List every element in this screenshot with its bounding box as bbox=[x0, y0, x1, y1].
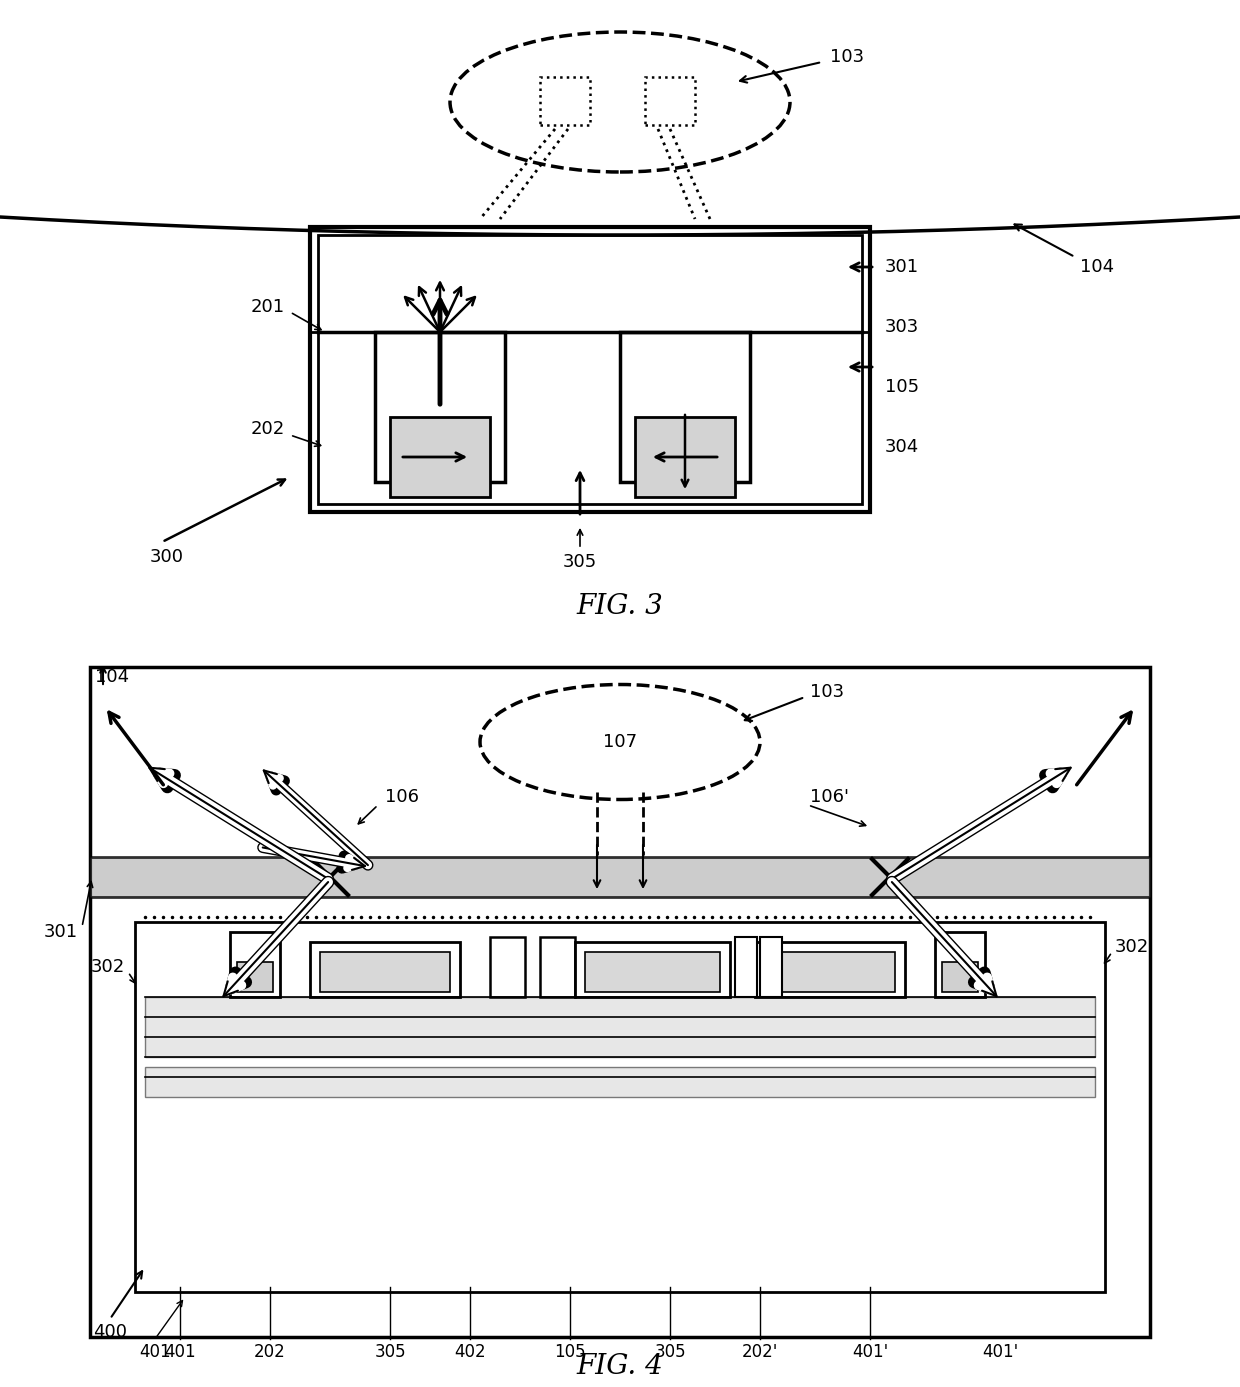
Text: 304: 304 bbox=[885, 438, 919, 456]
Text: 104: 104 bbox=[1080, 258, 1114, 276]
Text: 105: 105 bbox=[554, 1343, 585, 1361]
Text: 401': 401' bbox=[852, 1343, 888, 1361]
Polygon shape bbox=[391, 417, 490, 497]
Text: 202: 202 bbox=[250, 420, 285, 438]
Text: 106: 106 bbox=[384, 788, 419, 806]
Text: 401: 401 bbox=[139, 1343, 171, 1361]
Polygon shape bbox=[320, 951, 450, 992]
Polygon shape bbox=[539, 938, 575, 997]
Text: 305: 305 bbox=[655, 1343, 686, 1361]
Text: 301: 301 bbox=[885, 258, 919, 276]
Text: 106': 106' bbox=[810, 788, 849, 806]
Text: 401: 401 bbox=[164, 1343, 196, 1361]
Polygon shape bbox=[490, 938, 525, 997]
Polygon shape bbox=[91, 857, 1149, 897]
Text: 105: 105 bbox=[885, 379, 919, 397]
Text: 202': 202' bbox=[742, 1343, 779, 1361]
Text: 300: 300 bbox=[150, 548, 184, 566]
Text: 103: 103 bbox=[830, 49, 864, 67]
Text: 103: 103 bbox=[810, 682, 844, 700]
Polygon shape bbox=[145, 1067, 1095, 1097]
Text: FIG. 4: FIG. 4 bbox=[577, 1354, 663, 1380]
Text: 104: 104 bbox=[95, 669, 129, 687]
Text: 305: 305 bbox=[374, 1343, 405, 1361]
Text: 402: 402 bbox=[454, 1343, 486, 1361]
Text: 305: 305 bbox=[563, 553, 598, 571]
Text: 302': 302' bbox=[1115, 938, 1154, 956]
Polygon shape bbox=[229, 932, 280, 997]
Text: 202: 202 bbox=[254, 1343, 286, 1361]
Text: 303: 303 bbox=[885, 318, 919, 336]
Polygon shape bbox=[575, 942, 730, 997]
Polygon shape bbox=[145, 997, 1095, 1057]
Polygon shape bbox=[635, 417, 735, 497]
Polygon shape bbox=[765, 951, 895, 992]
Polygon shape bbox=[310, 942, 460, 997]
Polygon shape bbox=[585, 951, 720, 992]
Polygon shape bbox=[735, 938, 756, 997]
Text: 400: 400 bbox=[93, 1323, 126, 1341]
Text: 401': 401' bbox=[982, 1343, 1018, 1361]
Text: 302: 302 bbox=[91, 958, 125, 976]
Polygon shape bbox=[942, 963, 978, 992]
Text: FIG. 3: FIG. 3 bbox=[577, 594, 663, 620]
Polygon shape bbox=[237, 963, 273, 992]
Polygon shape bbox=[755, 942, 905, 997]
Polygon shape bbox=[935, 932, 985, 997]
Text: 107: 107 bbox=[603, 732, 637, 750]
Text: 301: 301 bbox=[43, 922, 78, 940]
Text: 201: 201 bbox=[250, 298, 285, 316]
Polygon shape bbox=[760, 938, 782, 997]
